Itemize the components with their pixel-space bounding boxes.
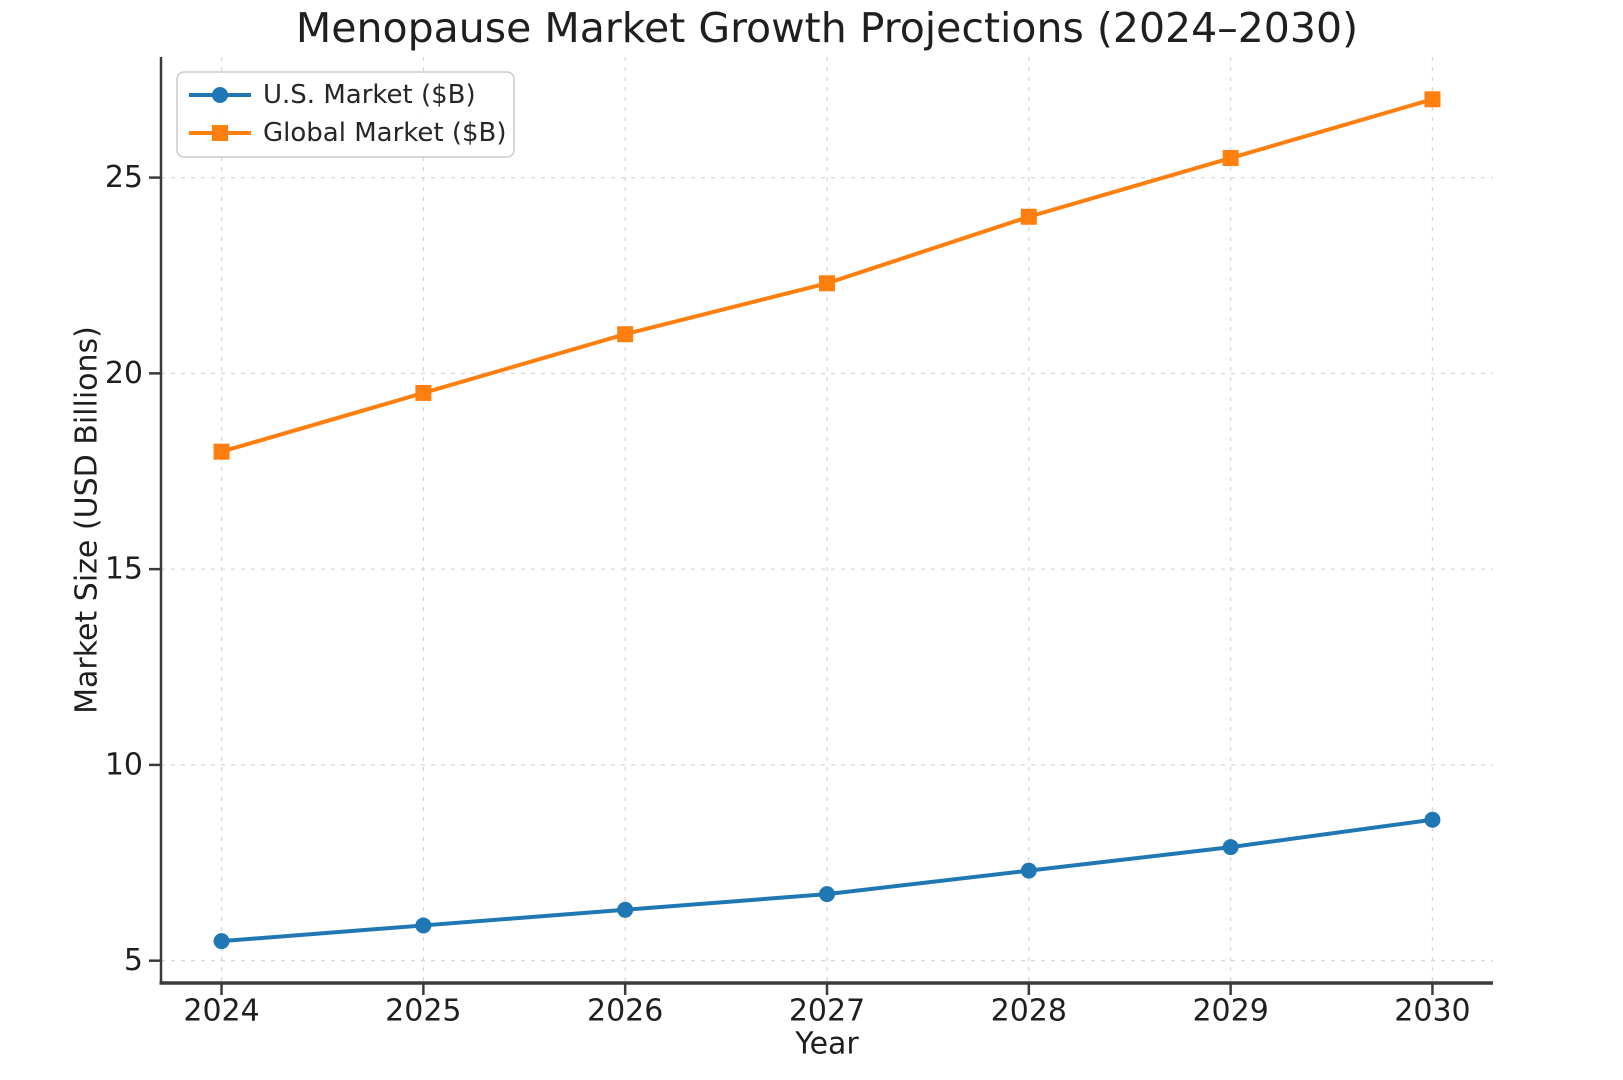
data-point-us-market xyxy=(1020,862,1037,879)
y-tick-label-20: 20 xyxy=(105,356,143,391)
x-tick-label-2026: 2026 xyxy=(587,994,663,1029)
y-tick-label-10: 10 xyxy=(105,747,143,782)
legend-label-global-market: Global Market ($B) xyxy=(263,118,507,148)
x-tick-label-2024: 2024 xyxy=(183,994,259,1029)
data-point-global-market xyxy=(1222,150,1239,167)
data-point-global-market xyxy=(213,443,230,460)
y-tick-label-5: 5 xyxy=(124,943,143,978)
data-point-global-market xyxy=(617,326,634,343)
data-point-global-market xyxy=(1020,208,1037,225)
x-axis-label: Year xyxy=(795,1026,859,1062)
data-point-us-market xyxy=(617,901,634,918)
y-tick-label-25: 25 xyxy=(105,160,143,195)
legend-box xyxy=(176,71,515,158)
x-tick-label-2029: 2029 xyxy=(1192,994,1268,1029)
data-point-global-market xyxy=(415,384,432,401)
data-point-us-market xyxy=(1424,811,1441,828)
data-point-us-market xyxy=(819,886,835,903)
data-point-us-market xyxy=(415,917,432,934)
x-tick-label-2028: 2028 xyxy=(991,994,1067,1029)
x-tick-label-2030: 2030 xyxy=(1394,994,1470,1029)
y-tick-label-15: 15 xyxy=(105,552,143,587)
data-point-global-market xyxy=(819,275,835,292)
chart-title: Menopause Market Growth Projections (202… xyxy=(295,4,1359,52)
legend-marker-us-market xyxy=(212,87,228,103)
data-point-global-market xyxy=(1424,91,1441,108)
legend-label-us-market: U.S. Market ($B) xyxy=(263,80,476,110)
legend-marker-global-market xyxy=(212,125,228,141)
x-tick-label-2025: 2025 xyxy=(385,994,461,1029)
x-tick-label-2027: 2027 xyxy=(789,994,865,1029)
data-point-us-market xyxy=(213,933,230,950)
data-point-us-market xyxy=(1222,839,1239,856)
